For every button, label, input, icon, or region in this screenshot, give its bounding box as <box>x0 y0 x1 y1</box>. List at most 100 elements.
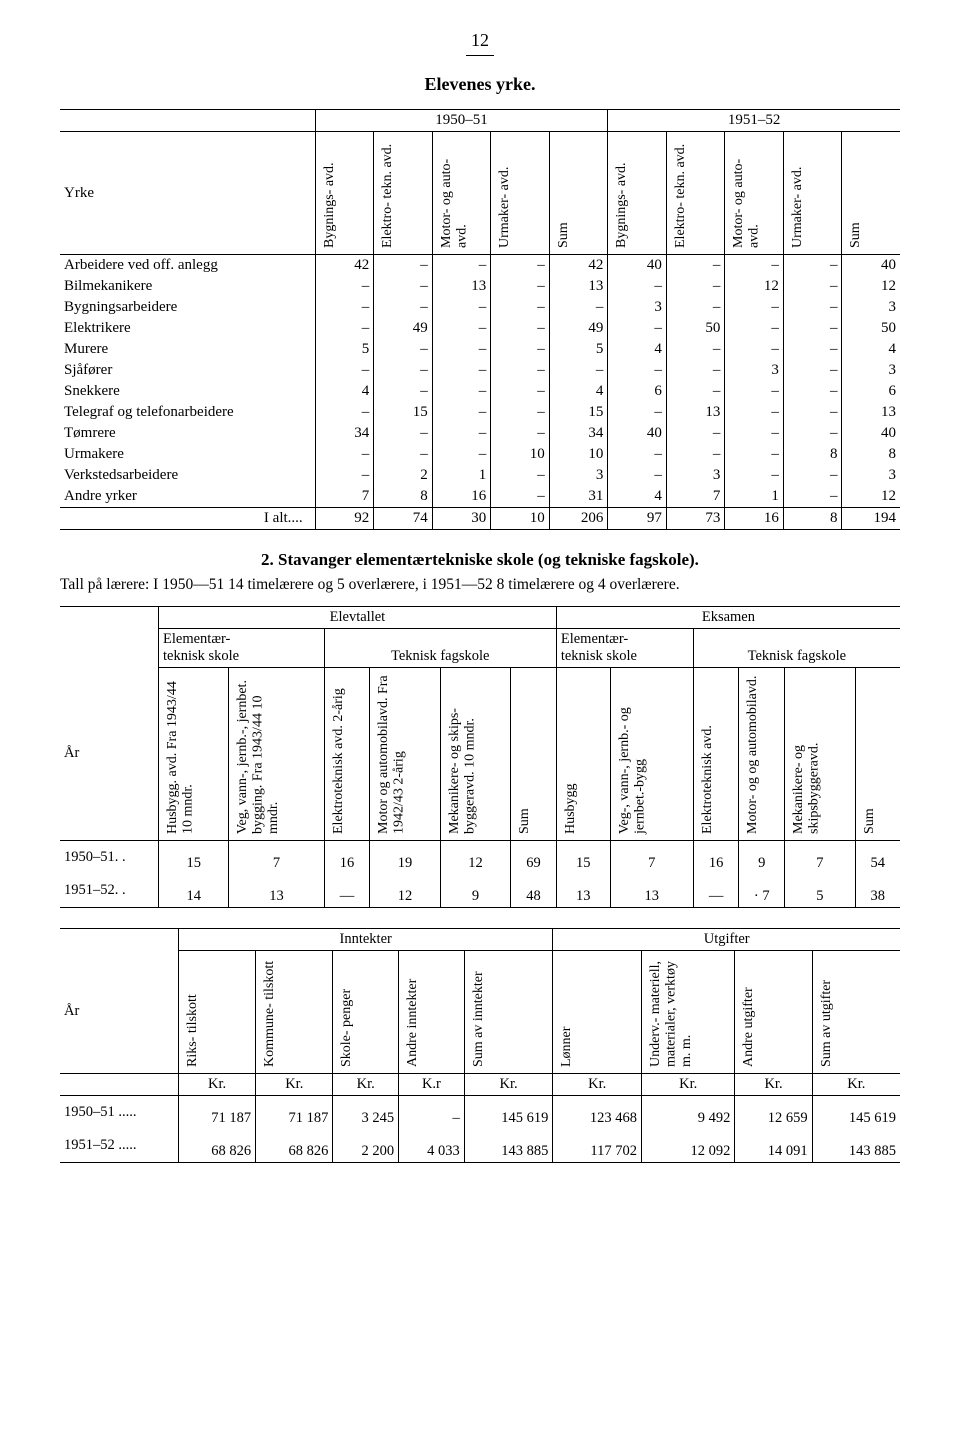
t3-row-label: 1951–52 ..... <box>60 1129 179 1163</box>
t1-cell: 13 <box>842 402 900 423</box>
t3-cell: 71 187 <box>179 1096 256 1130</box>
t1-cell: – <box>783 318 842 339</box>
t2-c7: Veg-, vann-, jernb.- og jernbet.-bygg <box>615 670 650 838</box>
t1-col-1a: Elektro- tekn. avd. <box>378 134 397 252</box>
t1-total-9: 194 <box>842 508 900 530</box>
t1-cell: – <box>315 402 374 423</box>
t1-cell: – <box>666 297 725 318</box>
t1-cell: – <box>783 423 842 444</box>
t1-cell: 3 <box>725 360 784 381</box>
t1-cell: 13 <box>549 276 608 297</box>
t1-row-label: Snekkere <box>60 381 315 402</box>
t3-unit-6: Kr. <box>642 1074 735 1096</box>
table1-title: Elevenes yrke. <box>60 74 900 95</box>
t3-cell: 4 033 <box>399 1129 465 1163</box>
t1-col-2a: Motor- og auto-avd. <box>437 134 472 252</box>
t2-cell: · 7 <box>739 874 785 908</box>
t1-cell: – <box>608 465 667 486</box>
t3-cell: 14 091 <box>735 1129 812 1163</box>
t1-row-label: Arbeidere ved off. anlegg <box>60 255 315 277</box>
t2-sub-3: Teknisk fagskole <box>693 629 900 668</box>
t3-c7: Andre utgifter <box>739 953 758 1071</box>
t1-col-0b: Bygnings- avd. <box>612 134 631 252</box>
t1-cell: – <box>666 423 725 444</box>
t1-cell: – <box>491 339 550 360</box>
t1-cell: 6 <box>608 381 667 402</box>
t1-cell: – <box>491 423 550 444</box>
t2-cell: 13 <box>229 874 324 908</box>
t1-cell: – <box>491 318 550 339</box>
t2-cell: 13 <box>556 874 610 908</box>
t3-cell: 2 200 <box>333 1129 399 1163</box>
t1-cell: 3 <box>549 465 608 486</box>
t1-row-label: Verkstedsarbeidere <box>60 465 315 486</box>
t1-cell: 34 <box>315 423 374 444</box>
t1-cell: 40 <box>842 423 900 444</box>
t1-cell: – <box>491 360 550 381</box>
t1-cell: – <box>783 402 842 423</box>
t2-cell: 69 <box>511 841 557 875</box>
t1-cell: – <box>315 276 374 297</box>
t3-cell: 143 885 <box>812 1129 900 1163</box>
t1-cell: – <box>549 360 608 381</box>
t2-row-header: År <box>60 668 159 841</box>
t1-cell: – <box>783 465 842 486</box>
t1-cell: 5 <box>315 339 374 360</box>
t1-cell: – <box>725 339 784 360</box>
t1-cell: – <box>783 297 842 318</box>
t2-cell: 54 <box>855 841 900 875</box>
t2-cell: 48 <box>511 874 557 908</box>
t1-cell: – <box>432 318 491 339</box>
t1-row-label: Sjåfører <box>60 360 315 381</box>
t1-cell: 12 <box>842 276 900 297</box>
t2-cell: 9 <box>739 841 785 875</box>
t1-cell: – <box>666 276 725 297</box>
page-number: 12 <box>60 30 900 51</box>
t2-cell: 12 <box>370 874 440 908</box>
t3-cell: 145 619 <box>464 1096 553 1130</box>
t1-cell: – <box>491 276 550 297</box>
t2-cell: 16 <box>693 841 739 875</box>
t1-cell: 4 <box>842 339 900 360</box>
t1-cell: – <box>374 444 433 465</box>
t1-cell: – <box>783 360 842 381</box>
t1-cell: 12 <box>842 486 900 508</box>
t1-yeargroup-0: 1950–51 <box>315 110 608 132</box>
t3-unit-3: K.r <box>399 1074 465 1096</box>
t1-cell: – <box>725 381 784 402</box>
t1-cell: – <box>432 444 491 465</box>
t1-cell: 4 <box>608 339 667 360</box>
t2-cell: — <box>324 874 370 908</box>
t3-cell: 68 826 <box>179 1129 256 1163</box>
t1-cell: – <box>608 402 667 423</box>
t3-c8: Sum av utgifter <box>817 953 836 1071</box>
t1-cell: – <box>315 297 374 318</box>
t1-col-3a: Urmaker- avd. <box>495 134 514 252</box>
t1-cell: 40 <box>842 255 900 277</box>
t2-c9: Motor- og og automobilavd. <box>743 670 762 838</box>
t1-cell: – <box>725 465 784 486</box>
t2-cell: 19 <box>370 841 440 875</box>
t1-cell: – <box>666 339 725 360</box>
t3-unit-4: Kr. <box>464 1074 553 1096</box>
t3-group-1: Utgifter <box>553 929 900 951</box>
t1-cell: – <box>374 297 433 318</box>
t3-unit-7: Kr. <box>735 1074 812 1096</box>
t2-c8: Elektroteknisk avd. <box>698 670 717 838</box>
t2-c2: Elektroteknisk avd. 2-årig <box>329 670 348 838</box>
t1-cell: 3 <box>608 297 667 318</box>
t1-cell: – <box>725 255 784 277</box>
t1-cell: – <box>491 381 550 402</box>
t3-c3: Andre inntekter <box>403 953 422 1071</box>
t1-cell: 7 <box>315 486 374 508</box>
t2-sub-0: Elementær- teknisk skole <box>159 629 325 668</box>
t2-cell: 12 <box>440 841 510 875</box>
t1-cell: – <box>315 318 374 339</box>
t1-col-2b: Motor- og auto-avd. <box>729 134 764 252</box>
t1-cell: 10 <box>491 444 550 465</box>
t1-cell: – <box>491 465 550 486</box>
t1-cell: – <box>315 360 374 381</box>
t2-c4: Mekanikere- og skips- byggeravd. 10 mndr… <box>445 670 480 838</box>
t2-c10: Mekanikere- og skipsbyggeravd. <box>789 670 824 838</box>
t1-cell: 8 <box>783 444 842 465</box>
